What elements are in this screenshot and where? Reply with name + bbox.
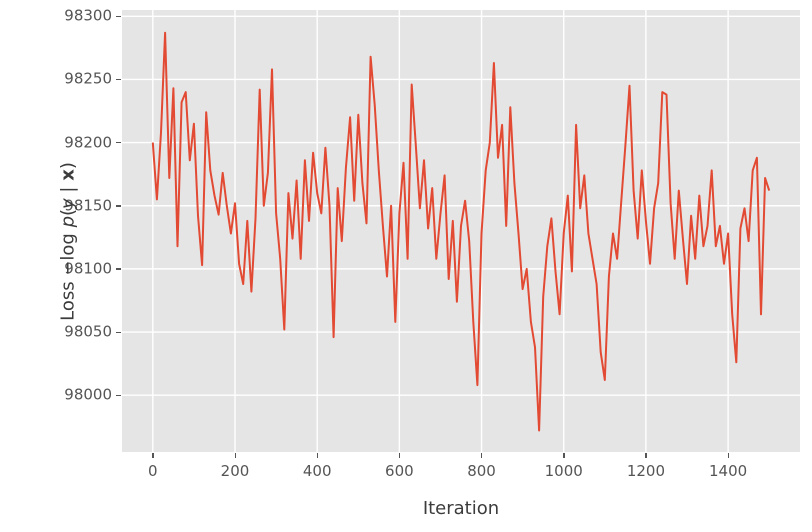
y-tick-mark [116,268,121,270]
y-tick-label: 98000 [64,385,112,404]
y-tick-label: 98300 [64,6,112,25]
y-tick-mark [116,331,121,333]
y-tick-label: 98150 [64,196,112,215]
x-tick-label: 1000 [544,462,583,480]
y-tick-mark [116,78,121,81]
x-tick-label: 1400 [708,462,748,480]
y-axis-label-mid: | [57,180,79,199]
x-tick-mark [316,453,319,458]
y-tick-mark [116,15,121,18]
x-axis-label: Iteration [422,498,500,519]
x-tick-label: 1200 [626,462,665,480]
plot-area [122,10,800,452]
y-tick-label: 98250 [64,69,112,88]
x-tick-mark [563,453,565,458]
x-tick-mark [727,453,729,458]
y-tick-mark [116,142,121,144]
x-tick-mark [398,453,401,458]
loss-line-series [151,31,771,432]
x-tick-label: 400 [302,462,332,480]
x-tick-label: 0 [148,462,158,480]
x-tick-mark [152,453,154,458]
y-axis-label-y: y [57,198,79,209]
x-tick-label: 600 [385,462,414,480]
y-tick-mark [116,205,121,207]
y-tick-label: 98100 [64,259,112,278]
y-axis-label-p: p [57,215,79,228]
y-axis-label: Loss −log p(y | x) [58,112,79,372]
y-axis-label-open-paren: ( [57,208,79,216]
y-tick-mark [116,394,121,397]
loss-curve-chart [122,10,800,452]
y-axis-label-x: x [57,169,79,181]
x-tick-mark [481,453,483,458]
y-axis-label-close-paren: ) [57,162,79,170]
x-tick-mark [645,453,647,458]
x-tick-mark [234,453,236,458]
y-tick-label: 98200 [64,133,112,152]
x-tick-label: 800 [467,462,496,480]
x-tick-label: 200 [220,462,250,480]
y-axis-label-prefix: Loss −log [57,227,79,321]
y-tick-label: 98050 [64,322,112,341]
